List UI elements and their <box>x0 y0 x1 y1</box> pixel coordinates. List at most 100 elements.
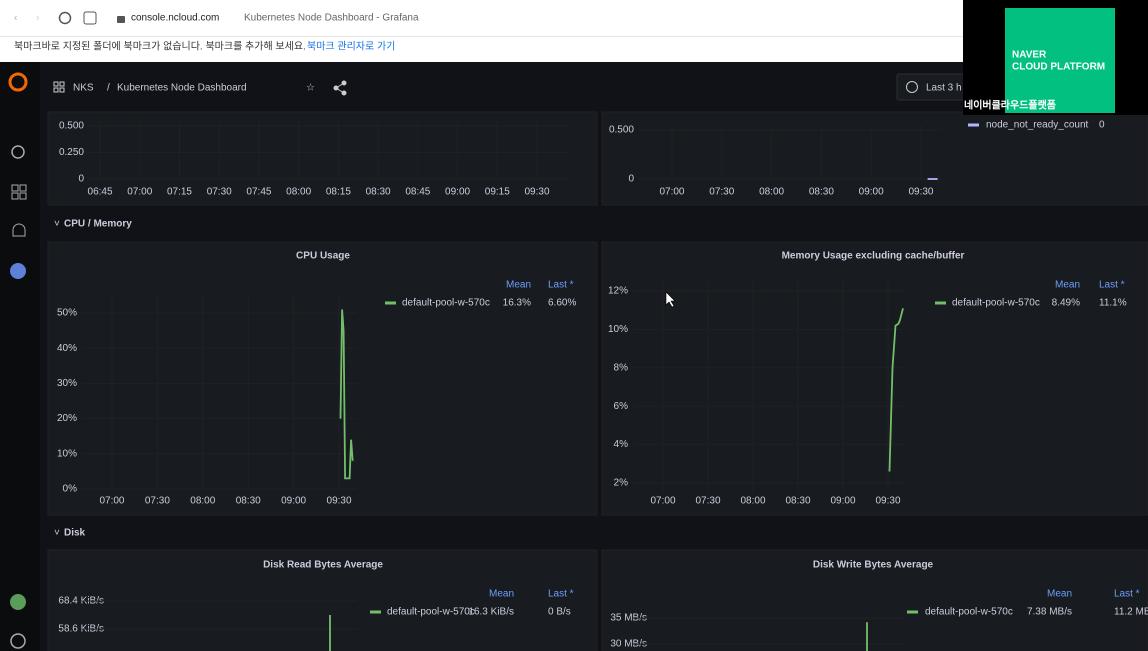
help-icon[interactable] <box>10 633 26 649</box>
panels: 0 0.250 0.500 06:45 07:00 07:15 07:30 07:45 08:0… <box>47 111 1148 651</box>
lock-icon <box>117 16 125 23</box>
y-tick-label: 6% <box>614 401 629 412</box>
x-tick-label: 08:00 <box>286 187 311 198</box>
legend-name[interactable]: default-pool-w-570c <box>402 298 490 309</box>
y-tick-label: 4% <box>614 439 629 450</box>
x-tick-label: 08:30 <box>809 187 834 198</box>
y-tick-label: 8% <box>614 362 629 373</box>
url[interactable]: console.ncloud.com <box>131 13 219 24</box>
legend-header: Last * <box>548 589 574 600</box>
x-tick-label: 09:00 <box>281 496 306 507</box>
x-tick-label: 07:00 <box>659 187 684 198</box>
x-tick-label: 07:30 <box>145 496 170 507</box>
legend-last: 11.1% <box>1099 298 1127 309</box>
time-range[interactable]: Last 3 h <box>926 83 962 94</box>
legend-mean: 16.3 KiB/s <box>468 607 514 618</box>
logo-line2: CLOUD PLATFORM <box>1012 62 1105 73</box>
legend-header: Last * <box>1099 280 1125 291</box>
y-tick-label: 68.4 KiB/s <box>58 596 104 607</box>
grafana-logo[interactable] <box>8 72 28 92</box>
share-button[interactable] <box>333 80 347 96</box>
dashboards-icon[interactable] <box>11 184 27 200</box>
reload-button[interactable] <box>58 11 72 25</box>
x-tick-label: 09:00 <box>830 496 855 507</box>
star-button[interactable]: ☆ <box>306 83 315 94</box>
x-tick-label: 09:30 <box>875 496 900 507</box>
search-icon[interactable] <box>11 145 25 159</box>
row-chevron[interactable]: ˅ <box>54 528 60 539</box>
legend-header: Mean <box>489 589 514 600</box>
divider <box>0 36 1148 37</box>
legend-header: Last * <box>548 280 574 291</box>
x-tick-label: 07:00 <box>127 187 152 198</box>
x-tick-label: 07:30 <box>207 187 232 198</box>
x-tick-label: 09:30 <box>908 187 933 198</box>
back-button[interactable]: ‹ <box>14 13 17 24</box>
y-tick-label: 58.6 KiB/s <box>58 624 104 635</box>
panel-title: Disk Read Bytes Average <box>263 560 383 571</box>
panel <box>601 549 1148 651</box>
legend-last: 6.60% <box>548 298 576 309</box>
x-tick-label: 08:15 <box>326 187 351 198</box>
legend-mean: 7.38 MB/s <box>1027 607 1072 618</box>
x-tick-label: 08:30 <box>366 187 391 198</box>
panel-title: Disk Write Bytes Average <box>813 560 934 571</box>
x-tick-label: 09:00 <box>445 187 470 198</box>
site-icon <box>83 11 97 25</box>
forward-button[interactable]: › <box>36 13 39 24</box>
row-title[interactable]: Disk <box>64 528 86 539</box>
y-tick-label: 0.250 <box>59 147 84 158</box>
alerting-icon[interactable] <box>12 223 26 237</box>
browser-bar <box>0 0 1148 62</box>
y-tick-label: 0% <box>63 484 78 495</box>
legend-name[interactable]: node_not_ready_count <box>986 120 1089 131</box>
x-tick-label: 08:00 <box>190 496 215 507</box>
x-tick-label: 08:30 <box>785 496 810 507</box>
user-icon[interactable] <box>10 594 26 610</box>
x-tick-label: 07:30 <box>695 496 720 507</box>
x-tick-label: 08:00 <box>740 496 765 507</box>
x-tick-label: 07:30 <box>709 187 734 198</box>
x-tick-label: 06:45 <box>88 187 113 198</box>
mouse-cursor <box>665 291 676 308</box>
legend-header: Mean <box>1047 589 1072 600</box>
panel <box>47 241 598 516</box>
kubernetes-icon[interactable] <box>10 263 26 279</box>
y-tick-label: 12% <box>608 286 628 297</box>
bookmark-link[interactable]: 북마크 관리자로 가기 <box>307 41 395 53</box>
legend-last: 0 B/s <box>548 607 571 618</box>
series-line <box>339 309 354 480</box>
x-tick-label: 09:30 <box>525 187 550 198</box>
x-tick-label: 07:45 <box>246 187 271 198</box>
y-tick-label: 2% <box>614 478 629 489</box>
x-tick-label: 07:00 <box>99 496 124 507</box>
legend-header: Last * <box>1114 589 1140 600</box>
sidebar <box>0 62 40 651</box>
dashboard-title[interactable]: Kubernetes Node Dashboard <box>117 83 247 94</box>
tab-title: Kubernetes Node Dashboard - Grafana <box>244 13 419 24</box>
y-tick-label: 10% <box>608 324 628 335</box>
x-tick-label: 07:15 <box>167 187 192 198</box>
y-tick-label: 10% <box>57 448 77 459</box>
legend-name[interactable]: default-pool-w-570c <box>952 298 1040 309</box>
x-tick-label: 08:00 <box>759 187 784 198</box>
panel <box>601 111 1148 206</box>
y-tick-label: 0.500 <box>59 121 84 132</box>
legend-last: 0 <box>1099 120 1105 131</box>
legend-name[interactable]: default-pool-w-570c <box>925 607 1013 618</box>
legend-mean: 16.3% <box>503 298 531 309</box>
y-tick-label: 35 MB/s <box>610 613 647 624</box>
overlay-caption: 네이버클라우드플랫폼 <box>964 99 1056 112</box>
y-tick-label: 20% <box>57 413 77 424</box>
legend-header: Mean <box>1055 280 1080 291</box>
apps-icon[interactable] <box>53 81 65 93</box>
legend-name[interactable]: default-pool-w-570c <box>387 607 475 618</box>
row-title[interactable]: CPU / Memory <box>64 219 132 230</box>
folder-name[interactable]: NKS <box>73 83 94 94</box>
row-chevron[interactable]: ˅ <box>54 219 60 230</box>
x-tick-label: 09:00 <box>859 187 884 198</box>
bookmark-message: 북마크바로 지정된 폴더에 북마크가 없습니다. 북마크를 추가해 보세요. <box>14 40 306 53</box>
naver-logo-box <box>1005 8 1115 113</box>
